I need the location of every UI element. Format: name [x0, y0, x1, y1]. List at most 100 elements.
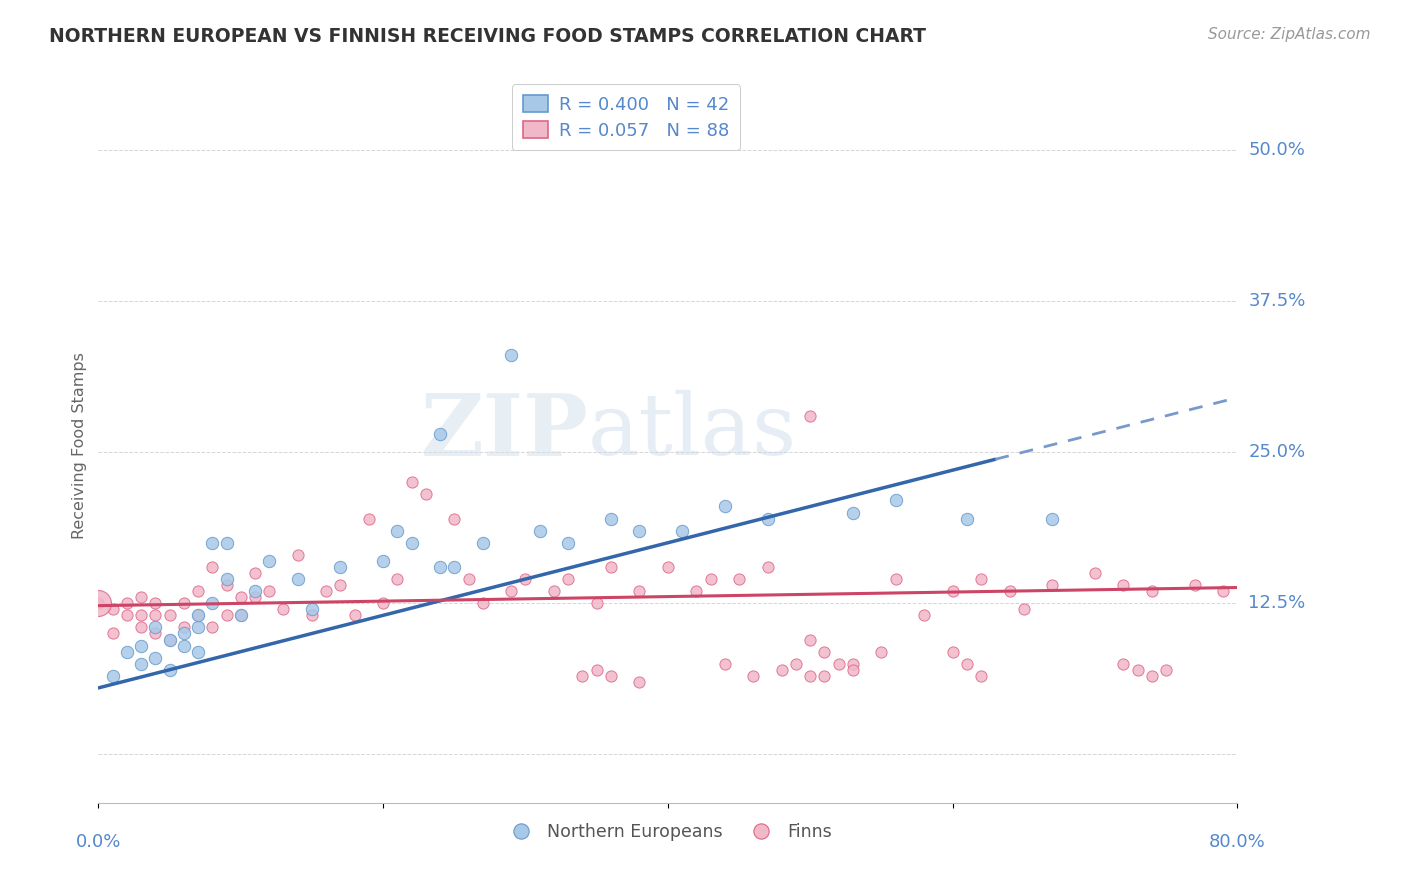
Point [145, 626, 167, 640]
Point [657, 560, 679, 574]
Point [443, 511, 465, 525]
Point [501, 584, 523, 599]
Point [259, 584, 281, 599]
Point [870, 645, 893, 659]
Point [571, 669, 593, 683]
Point [628, 674, 651, 689]
Point [543, 584, 565, 599]
Point [515, 572, 537, 586]
Point [813, 669, 835, 683]
Point [671, 524, 693, 538]
Point [970, 669, 993, 683]
Point [115, 596, 138, 610]
Point [373, 554, 395, 568]
Point [215, 608, 238, 623]
Point [129, 639, 152, 653]
Point [101, 626, 124, 640]
Point [387, 572, 409, 586]
Point [329, 578, 352, 592]
Point [742, 669, 765, 683]
Point [145, 596, 167, 610]
Point [215, 535, 238, 549]
Text: 0.0%: 0.0% [76, 833, 121, 851]
Point [956, 657, 979, 671]
Text: 12.5%: 12.5% [1249, 594, 1306, 612]
Point [287, 548, 309, 562]
Point [201, 535, 224, 549]
Point [145, 608, 167, 623]
Text: NORTHERN EUROPEAN VS FINNISH RECEIVING FOOD STAMPS CORRELATION CHART: NORTHERN EUROPEAN VS FINNISH RECEIVING F… [49, 27, 927, 45]
Point [129, 657, 152, 671]
Point [1154, 663, 1177, 677]
Point [373, 596, 395, 610]
Point [187, 584, 209, 599]
Point [159, 632, 181, 647]
Point [101, 602, 124, 616]
Point [799, 632, 821, 647]
Point [799, 669, 821, 683]
Point [215, 572, 238, 586]
Point [343, 608, 366, 623]
Point [243, 590, 266, 604]
Point [201, 560, 224, 574]
Point [842, 657, 865, 671]
Point [628, 584, 651, 599]
Point [259, 554, 281, 568]
Point [756, 560, 779, 574]
Point [173, 596, 195, 610]
Point [1084, 566, 1107, 580]
Point [912, 608, 935, 623]
Point [301, 608, 323, 623]
Point [714, 500, 737, 514]
Point [159, 663, 181, 677]
Point [1040, 578, 1063, 592]
Point [471, 535, 494, 549]
Point [714, 657, 737, 671]
Point [756, 511, 779, 525]
Point [429, 426, 451, 441]
Point [813, 645, 835, 659]
Point [187, 608, 209, 623]
Point [173, 626, 195, 640]
Point [970, 572, 993, 586]
Point [187, 645, 209, 659]
Text: Source: ZipAtlas.com: Source: ZipAtlas.com [1208, 27, 1371, 42]
Point [799, 409, 821, 423]
Point [600, 511, 623, 525]
Point [557, 535, 579, 549]
Point [87, 596, 110, 610]
Point [401, 475, 423, 490]
Point [600, 560, 623, 574]
Point [187, 620, 209, 634]
Point [628, 524, 651, 538]
Point [173, 639, 195, 653]
Point [145, 620, 167, 634]
Point [129, 590, 152, 604]
Point [145, 650, 167, 665]
Text: atlas: atlas [588, 390, 797, 474]
Point [942, 645, 965, 659]
Point [101, 669, 124, 683]
Point [557, 572, 579, 586]
Point [1212, 584, 1234, 599]
Text: 37.5%: 37.5% [1249, 292, 1306, 310]
Point [187, 608, 209, 623]
Point [728, 572, 751, 586]
Point [699, 572, 721, 586]
Point [443, 560, 465, 574]
Point [501, 348, 523, 362]
Text: 50.0%: 50.0% [1249, 141, 1305, 159]
Point [685, 584, 707, 599]
Point [884, 493, 907, 508]
Point [1126, 663, 1149, 677]
Point [159, 632, 181, 647]
Point [1040, 511, 1063, 525]
Point [1112, 657, 1135, 671]
Point [201, 596, 224, 610]
Point [1112, 578, 1135, 592]
Point [173, 620, 195, 634]
Point [87, 596, 110, 610]
Point [842, 663, 865, 677]
Point [215, 578, 238, 592]
Point [115, 608, 138, 623]
